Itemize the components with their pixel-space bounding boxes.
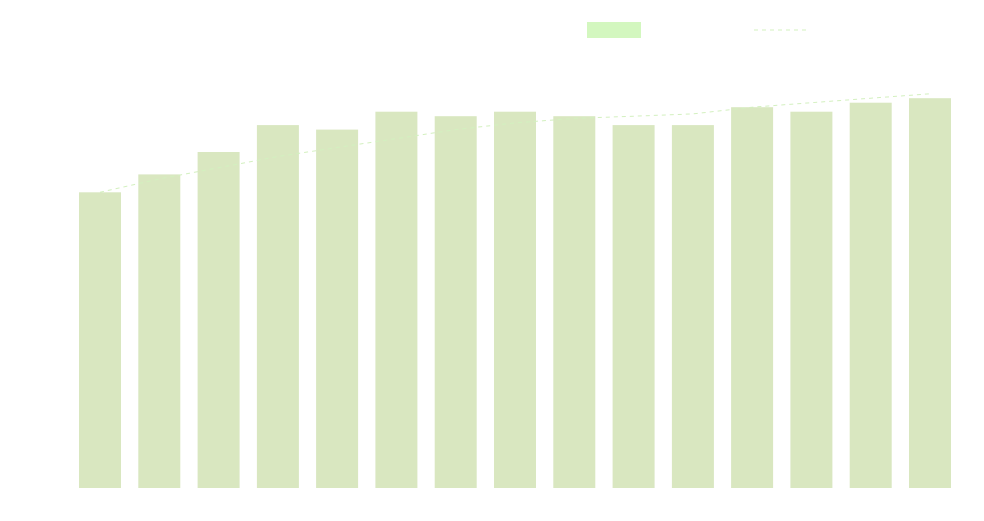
bar (849, 102, 892, 488)
bar (790, 111, 833, 488)
bar (316, 129, 359, 488)
bars-layer (79, 98, 951, 489)
bar (197, 152, 240, 488)
legend-bar-swatch (587, 22, 641, 38)
trend-line-layer (99, 93, 931, 193)
bar (494, 111, 536, 488)
bar (375, 111, 418, 488)
bar (553, 116, 596, 488)
bar (256, 125, 299, 488)
legend (587, 22, 806, 38)
bar (79, 192, 121, 489)
bar (909, 98, 951, 488)
bar (612, 125, 655, 488)
trend-line (99, 93, 931, 193)
bar (434, 116, 477, 488)
bar (731, 107, 774, 488)
bar (138, 174, 181, 488)
bar (671, 125, 714, 488)
